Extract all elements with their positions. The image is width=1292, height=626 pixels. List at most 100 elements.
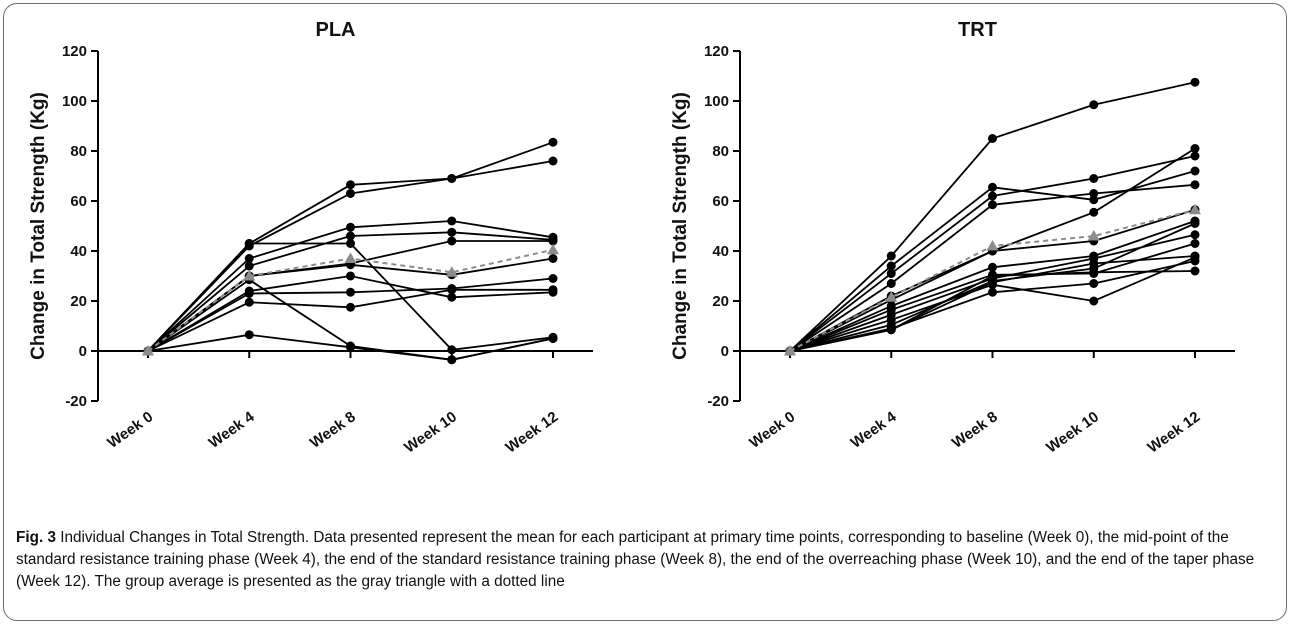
data-point: [244, 239, 254, 248]
data-point: [447, 236, 457, 246]
data-point: [346, 287, 355, 297]
y-tick-label: 40: [70, 243, 87, 260]
y-tick-label: 80: [712, 143, 729, 160]
data-point: [988, 277, 997, 287]
data-point: [1190, 77, 1200, 87]
data-point: [548, 156, 558, 166]
data-point: [447, 355, 457, 365]
data-point: [346, 180, 355, 190]
data-point: [1089, 267, 1099, 277]
x-tick-label: Week 8: [949, 408, 1001, 451]
data-point: [886, 325, 896, 335]
average-triangle-point: [1189, 203, 1201, 215]
data-point: [244, 254, 254, 263]
y-tick-label: 60: [712, 193, 729, 210]
data-point: [548, 274, 558, 283]
data-point: [548, 254, 558, 263]
average-triangle-point: [445, 266, 458, 277]
data-point: [447, 292, 457, 302]
data-point: [1089, 195, 1099, 205]
y-tick-label: 0: [79, 343, 87, 360]
x-tick-label: Week 8: [307, 408, 359, 451]
data-point: [548, 236, 558, 246]
data-point: [1089, 259, 1099, 268]
y-tick-label: 20: [712, 293, 729, 310]
y-tick-label: -20: [65, 393, 87, 410]
data-point: [346, 231, 355, 241]
data-point: [346, 271, 355, 281]
chart-title: TRT: [958, 19, 997, 41]
data-point: [244, 261, 254, 271]
x-tick-label: Week 0: [746, 408, 798, 451]
series-group-average: [784, 203, 1201, 356]
data-point: [988, 182, 997, 192]
data-point: [1089, 189, 1099, 198]
average-triangle-point: [243, 270, 256, 281]
data-point: [346, 189, 355, 198]
average-triangle-point: [784, 345, 796, 356]
y-tick-label: 120: [704, 43, 729, 60]
data-point: [447, 216, 457, 226]
x-tick-label: Week 10: [401, 408, 460, 456]
data-point: [548, 334, 558, 343]
y-tick-label: 60: [70, 193, 87, 210]
y-axis-label: Change in Total Strength (Kg): [28, 92, 49, 360]
average-triangle-point: [986, 240, 999, 251]
y-axis-label: Change in Total Strength (Kg): [670, 92, 691, 360]
data-point: [886, 279, 896, 288]
data-point: [1089, 174, 1099, 183]
data-point: [447, 174, 457, 183]
figure-caption: Fig. 3 Individual Changes in Total Stren…: [16, 527, 1278, 593]
data-point: [346, 342, 355, 352]
data-point: [988, 134, 997, 143]
data-point: [1190, 251, 1200, 261]
figure-caption-label: Fig. 3: [16, 529, 56, 546]
data-point: [886, 269, 896, 278]
data-point: [244, 330, 254, 340]
chart-pla: PLA Change in Total Strength (Kg) -20 0 20 40…: [28, 19, 593, 457]
data-point: [1190, 239, 1200, 248]
y-tick-label: 0: [721, 343, 729, 360]
chart-title: PLA: [316, 19, 356, 41]
series-group: [785, 77, 1200, 356]
data-point: [1089, 296, 1099, 306]
average-triangle-point: [1087, 230, 1100, 241]
x-tick-label: Week 0: [104, 408, 156, 451]
data-point: [886, 251, 896, 261]
y-tick-label: -20: [707, 393, 729, 410]
data-point: [447, 345, 457, 355]
data-point: [1190, 219, 1200, 228]
data-point: [1089, 207, 1099, 217]
data-point: [1190, 166, 1200, 176]
data-point: [346, 239, 355, 248]
data-point: [548, 285, 558, 295]
data-point: [1190, 230, 1200, 240]
data-point: [447, 285, 457, 295]
data-point: [988, 262, 997, 272]
data-point: [988, 191, 997, 201]
data-point: [447, 227, 457, 237]
data-point: [1190, 266, 1200, 276]
data-point: [346, 222, 355, 232]
x-tick-label: Week 12: [1145, 408, 1204, 456]
data-point: [244, 297, 254, 307]
series-group: [143, 330, 558, 365]
data-point: [346, 302, 355, 312]
y-tick-label: 80: [70, 143, 87, 160]
data-point: [548, 137, 558, 147]
data-point: [1089, 100, 1099, 110]
y-tick-label: 40: [712, 243, 729, 260]
data-point: [1190, 180, 1200, 190]
average-triangle-point: [547, 243, 559, 255]
series-group-average: [142, 243, 559, 356]
chart-trt: TRT Change in Total Strength (Kg) -20 0 20 40…: [670, 19, 1235, 457]
average-triangle-point: [142, 345, 154, 356]
data-point: [1190, 144, 1200, 153]
data-point: [244, 289, 254, 298]
x-tick-label: Week 12: [503, 408, 562, 456]
figure-caption-text: Individual Changes in Total Strength. Da…: [16, 529, 1255, 590]
y-tick-label: 20: [70, 293, 87, 310]
x-tick-label: Week 10: [1043, 408, 1102, 456]
average-triangle-point: [344, 252, 357, 263]
y-tick-label: 120: [62, 43, 87, 60]
